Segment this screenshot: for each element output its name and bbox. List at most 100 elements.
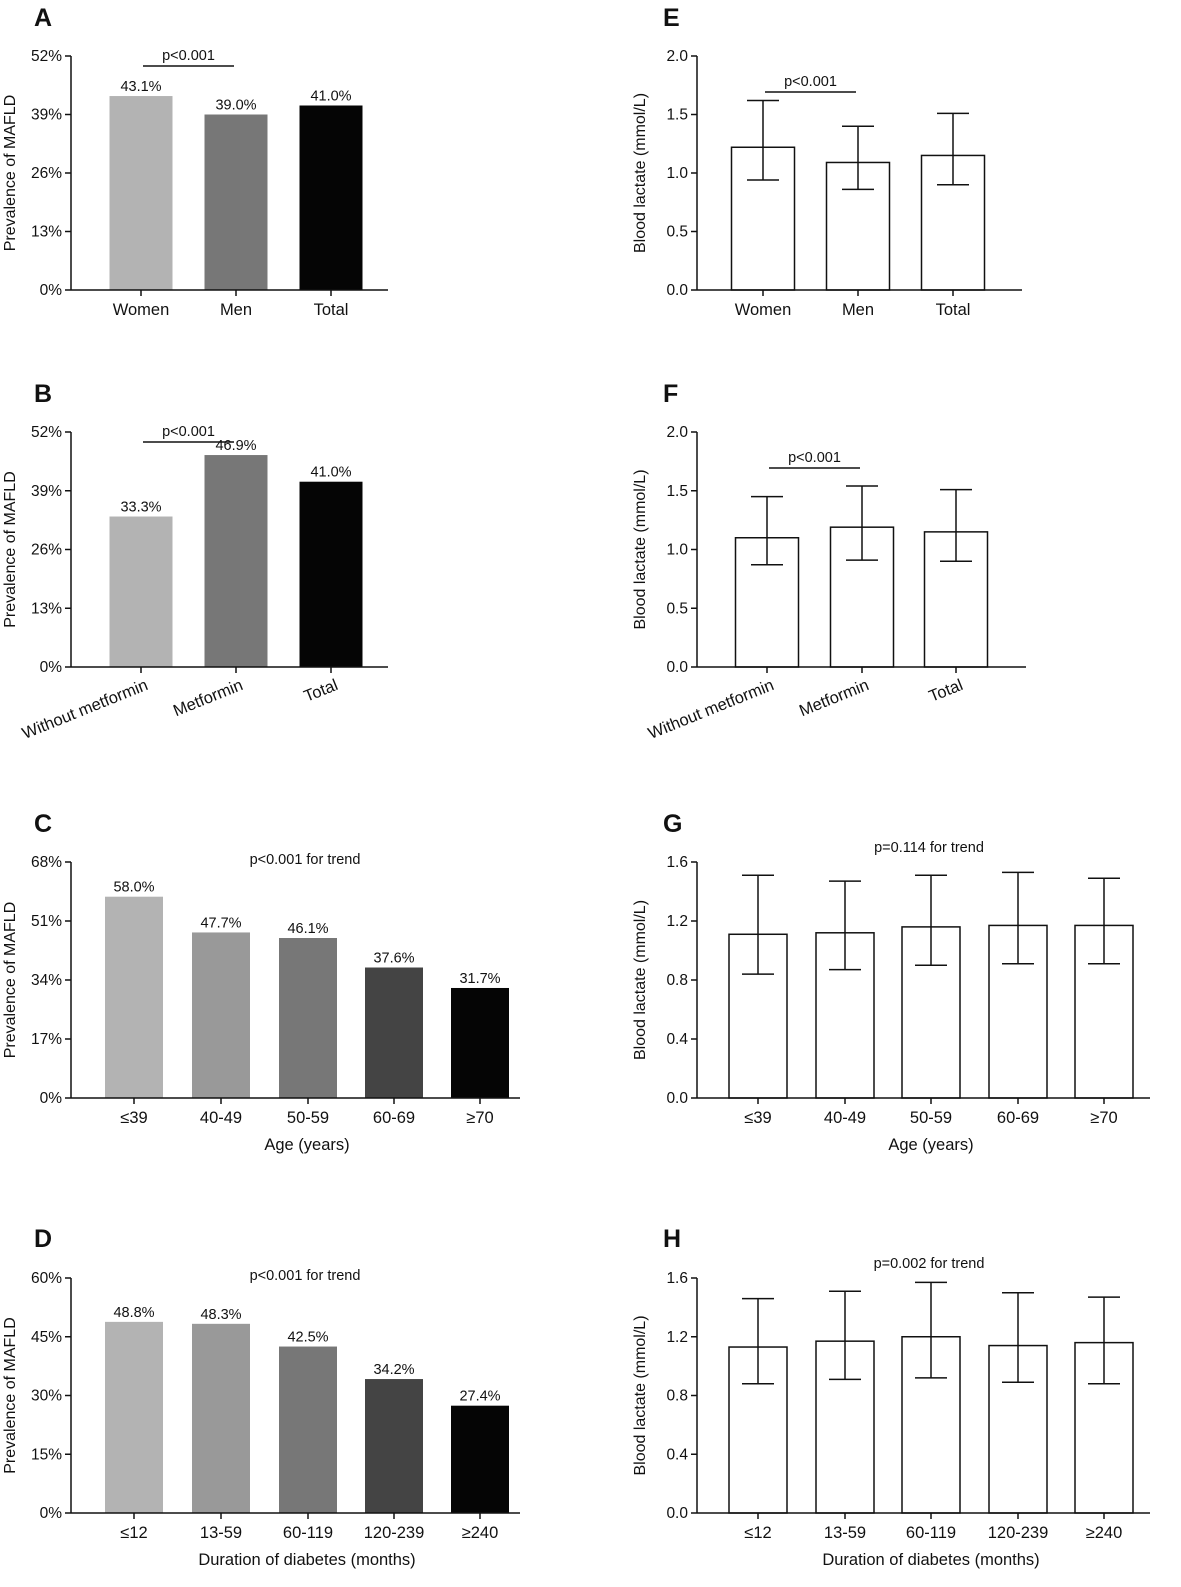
panel-c-bar-4 — [451, 987, 509, 1098]
panel-b-y-tick-label-3: 39% — [31, 483, 62, 500]
panel-d-y-tick-label-2: 30% — [31, 1388, 62, 1405]
panel-c-y-axis-label: Prevalence of MAFLD — [2, 902, 19, 1059]
panel-g-x-tick-label-3: 60-69 — [997, 1109, 1039, 1127]
panel-b-x-tick-label-0: Without metformin — [20, 676, 151, 743]
panel-d-bar-2 — [279, 1346, 337, 1513]
panel-e-y-axis-label: Blood lactate (mmol/L) — [632, 93, 649, 253]
panel-b-y-axis-label: Prevalence of MAFLD — [2, 471, 19, 628]
panel-c-value-label-2: 46.1% — [287, 921, 328, 937]
panel-D: D 48.8% 48.3% 42.5% 34.2% 27.4% 0% 15% 30% 45% 60%… — [2, 1225, 520, 1569]
panel-g-x-axis-title: Age (years) — [888, 1136, 973, 1154]
panel-f-y-tick-label-3: 1.5 — [666, 483, 688, 500]
panel-a-y-tick-label-4: 52% — [31, 48, 62, 65]
panel-c-x-axis-title: Age (years) — [264, 1136, 349, 1154]
panel-h-y-tick-label-0: 0.0 — [666, 1505, 688, 1522]
panel-d-x-axis-title: Duration of diabetes (months) — [198, 1551, 415, 1569]
panel-b-value-label-0: 33.3% — [120, 500, 161, 516]
panel-a-x-tick-label-2: Total — [314, 301, 349, 319]
panel-e-y-tick-label-4: 2.0 — [666, 48, 688, 65]
panel-A: A 43.1% 39.0% 41.0% 0% 13% 26% 39% 52% Women Men To… — [2, 4, 388, 319]
panel-b-x-tick-label-1: Metformin — [171, 676, 246, 720]
panel-h-x-tick-label-3: 120-239 — [988, 1524, 1049, 1542]
panel-f-y-tick-label-1: 0.5 — [666, 600, 688, 617]
panel-b-bar-2 — [299, 481, 363, 667]
panel-a-bar-2 — [299, 105, 363, 290]
panel-e-y-tick-label-2: 1.0 — [666, 165, 688, 182]
panel-d-value-label-4: 27.4% — [459, 1389, 500, 1405]
panel-d-x-tick-label-0: ≤12 — [120, 1524, 147, 1542]
panel-b-y-tick-label-2: 26% — [31, 542, 62, 559]
panel-g-y-tick-label-1: 0.4 — [666, 1031, 688, 1048]
panel-f-y-axis-label: Blood lactate (mmol/L) — [632, 469, 649, 629]
panel-d-x-tick-label-4: ≥240 — [462, 1524, 499, 1542]
panel-c-x-tick-label-4: ≥70 — [466, 1109, 493, 1127]
panel-g-y-axis-label: Blood lactate (mmol/L) — [632, 900, 649, 1060]
panel-h-y-tick-label-4: 1.6 — [666, 1270, 688, 1287]
panel-b-y-tick-label-1: 13% — [31, 600, 62, 617]
panel-c-value-label-0: 58.0% — [113, 880, 154, 896]
panel-d-value-label-1: 48.3% — [200, 1307, 241, 1323]
panel-a-p-value-label: p<0.001 — [162, 48, 215, 64]
panel-a-y-tick-label-0: 0% — [40, 282, 63, 299]
panel-e-x-tick-label-1: Men — [842, 301, 874, 319]
panel-a-y-tick-label-1: 13% — [31, 224, 62, 241]
panel-d-bar-1 — [192, 1323, 250, 1513]
panel-f-y-tick-label-0: 0.0 — [666, 659, 688, 676]
panel-b-x-tick-label-2: Total — [301, 676, 340, 706]
panel-g-x-tick-label-2: 50-59 — [910, 1109, 952, 1127]
panel-H: H 0.0 0.4 0.8 1.2 1.6 ≤12 13-59 60-119 120-239 ≥24… — [632, 1225, 1150, 1569]
panel-e-letter: E — [663, 4, 680, 32]
panel-a-bar-1 — [204, 114, 268, 290]
panel-h-x-axis-title: Duration of diabetes (months) — [822, 1551, 1039, 1569]
panel-a-y-tick-label-3: 39% — [31, 107, 62, 124]
panel-b-letter: B — [34, 380, 52, 408]
panel-g-x-tick-label-4: ≥70 — [1090, 1109, 1117, 1127]
panel-b-value-label-1: 46.9% — [215, 438, 256, 454]
panel-c-bar-3 — [365, 967, 423, 1098]
panel-c-y-tick-label-3: 51% — [31, 913, 62, 930]
panel-d-y-tick-label-0: 0% — [40, 1505, 63, 1522]
panel-d-x-tick-label-2: 60-119 — [283, 1524, 333, 1542]
panel-c-value-label-3: 37.6% — [373, 951, 414, 967]
panel-d-bar-3 — [365, 1379, 423, 1513]
panel-C: C 58.0% 47.7% 46.1% 37.6% 31.7% 0% 17% 34% 51% 68%… — [2, 810, 520, 1154]
panel-d-y-tick-label-3: 45% — [31, 1329, 62, 1346]
panel-g-letter: G — [663, 810, 682, 838]
panel-c-x-tick-label-2: 50-59 — [287, 1109, 329, 1127]
panel-d-x-tick-label-1: 13-59 — [200, 1524, 242, 1542]
panel-f-x-tick-label-0: Without metformin — [646, 676, 777, 743]
panel-c-x-tick-label-1: 40-49 — [200, 1109, 242, 1127]
panel-f-y-tick-label-4: 2.0 — [666, 424, 688, 441]
panel-e-p-value-label: p<0.001 — [784, 74, 837, 90]
panel-c-letter: C — [34, 810, 52, 838]
panel-e-x-tick-label-2: Total — [936, 301, 971, 319]
panel-g-y-tick-label-3: 1.2 — [666, 913, 688, 930]
panel-e-y-tick-label-1: 0.5 — [666, 224, 688, 241]
panel-a-y-tick-label-2: 26% — [31, 165, 62, 182]
panel-a-value-label-0: 43.1% — [120, 79, 161, 95]
panel-a-letter: A — [34, 4, 52, 32]
panel-h-x-tick-label-0: ≤12 — [744, 1524, 771, 1542]
panel-b-bar-0 — [109, 516, 173, 667]
panel-f-p-value-label: p<0.001 — [788, 450, 841, 466]
panel-d-bar-4 — [451, 1405, 509, 1513]
panel-e-y-tick-label-3: 1.5 — [666, 107, 688, 124]
panel-b-value-label-2: 41.0% — [310, 465, 351, 481]
panel-e-x-tick-label-0: Women — [735, 301, 792, 319]
panel-f-x-tick-label-2: Total — [926, 676, 965, 706]
panel-g-x-tick-label-1: 40-49 — [824, 1109, 866, 1127]
panel-g-trend-label: p=0.114 for trend — [874, 840, 984, 856]
panel-a-value-label-1: 39.0% — [215, 98, 256, 114]
panel-h-y-axis-label: Blood lactate (mmol/L) — [632, 1315, 649, 1475]
panel-d-letter: D — [34, 1225, 52, 1253]
panel-f-letter: F — [663, 380, 678, 408]
panel-a-x-tick-label-1: Men — [220, 301, 252, 319]
panel-g-y-tick-label-4: 1.6 — [666, 854, 688, 871]
panel-c-value-label-1: 47.7% — [200, 915, 241, 931]
panel-B: B 33.3% 46.9% 41.0% 0% 13% 26% 39% 52% Without me… — [2, 380, 388, 743]
panel-c-bar-2 — [279, 938, 337, 1098]
panel-E: E 0.0 0.5 1.0 1.5 2.0 Women Men Total Blood lacta… — [632, 4, 1022, 319]
panel-a-x-tick-label-0: Women — [113, 301, 170, 319]
panel-a-value-label-2: 41.0% — [310, 89, 351, 105]
panel-c-y-tick-label-4: 68% — [31, 854, 62, 871]
